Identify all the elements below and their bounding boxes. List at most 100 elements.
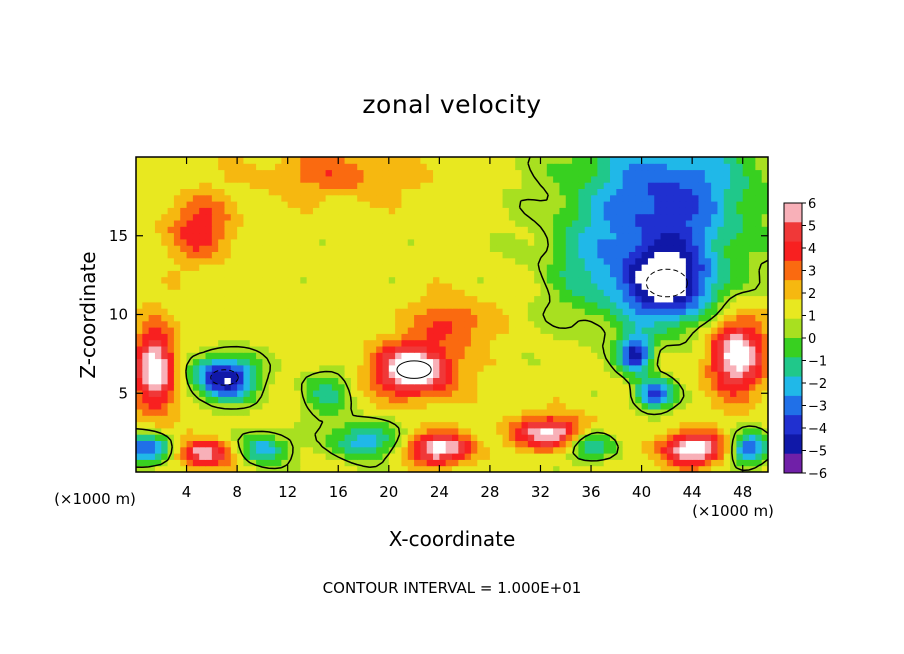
field-cell bbox=[192, 346, 200, 353]
field-cell bbox=[281, 415, 289, 423]
field-cell bbox=[483, 163, 491, 171]
field-cell bbox=[660, 465, 668, 473]
field-cell bbox=[622, 257, 630, 265]
field-cell bbox=[205, 213, 213, 221]
field-cell bbox=[616, 182, 624, 189]
field-cell bbox=[262, 163, 270, 171]
field-cell bbox=[458, 257, 466, 265]
field-cell bbox=[704, 352, 712, 360]
field-cell bbox=[591, 465, 598, 473]
field-cell bbox=[477, 283, 485, 290]
field-cell bbox=[218, 245, 225, 252]
field-cell bbox=[445, 232, 453, 240]
field-cell bbox=[199, 415, 207, 423]
field-cell bbox=[730, 194, 737, 202]
field-cell bbox=[180, 364, 188, 372]
field-cell bbox=[300, 339, 308, 347]
field-cell bbox=[502, 440, 510, 448]
field-cell bbox=[477, 245, 485, 252]
field-cell bbox=[540, 283, 548, 290]
field-cell bbox=[325, 220, 333, 227]
field-cell bbox=[698, 270, 706, 278]
field-cell bbox=[256, 251, 263, 259]
field-cell bbox=[508, 308, 516, 315]
field-cell bbox=[186, 327, 194, 334]
field-cell bbox=[679, 352, 687, 360]
field-cell bbox=[218, 339, 225, 347]
field-cell bbox=[546, 409, 554, 416]
field-cell bbox=[704, 339, 712, 347]
field-cell bbox=[717, 453, 725, 460]
field-cell bbox=[237, 346, 244, 353]
field-cell bbox=[350, 308, 358, 315]
field-cell bbox=[205, 188, 213, 196]
field-cell bbox=[698, 175, 706, 183]
field-cell bbox=[376, 276, 383, 284]
field-cell bbox=[489, 163, 497, 171]
field-cell bbox=[711, 465, 718, 473]
field-cell bbox=[673, 301, 681, 309]
field-cell bbox=[610, 276, 617, 284]
field-cell bbox=[483, 207, 491, 215]
field-cell bbox=[262, 213, 270, 221]
field-cell bbox=[749, 295, 756, 303]
field-cell bbox=[154, 257, 162, 265]
field-cell bbox=[243, 201, 251, 208]
field-cell bbox=[711, 245, 718, 252]
field-cell bbox=[357, 289, 365, 297]
field-cell bbox=[275, 220, 282, 227]
field-cell bbox=[717, 364, 725, 372]
field-cell bbox=[723, 415, 731, 423]
field-cell bbox=[136, 182, 143, 189]
field-cell bbox=[736, 352, 744, 360]
field-cell bbox=[761, 213, 769, 221]
field-cell bbox=[256, 238, 263, 246]
field-cell bbox=[628, 390, 636, 397]
field-cell bbox=[761, 301, 769, 309]
field-cell bbox=[711, 440, 718, 448]
field-cell bbox=[344, 371, 352, 378]
field-cell bbox=[167, 182, 175, 189]
field-cell bbox=[546, 182, 554, 189]
field-cell bbox=[218, 251, 225, 259]
field-cell bbox=[610, 264, 617, 271]
field-cell bbox=[186, 301, 194, 309]
field-cell bbox=[388, 415, 396, 423]
field-cell bbox=[224, 182, 232, 189]
field-cell bbox=[603, 257, 611, 265]
field-cell bbox=[199, 213, 207, 221]
field-cell bbox=[237, 251, 244, 259]
field-cell bbox=[452, 453, 459, 460]
field-cell bbox=[357, 245, 365, 252]
field-cell bbox=[591, 163, 598, 171]
field-cell bbox=[749, 390, 756, 397]
field-cell bbox=[464, 415, 472, 423]
field-cell bbox=[230, 289, 238, 297]
field-cell bbox=[673, 371, 681, 378]
field-cell bbox=[470, 320, 478, 328]
field-cell bbox=[452, 157, 459, 164]
field-cell bbox=[666, 377, 674, 385]
field-cell bbox=[148, 434, 156, 441]
field-cell bbox=[527, 453, 535, 460]
field-cell bbox=[230, 358, 238, 366]
field-cell bbox=[420, 377, 428, 385]
field-cell bbox=[445, 220, 453, 227]
field-cell bbox=[717, 320, 725, 328]
field-cell bbox=[635, 453, 643, 460]
field-cell bbox=[205, 364, 213, 372]
field-cell bbox=[420, 213, 428, 221]
field-cell bbox=[148, 213, 156, 221]
field-cell bbox=[376, 320, 383, 328]
field-cell bbox=[635, 390, 643, 397]
field-cell bbox=[312, 371, 320, 378]
field-cell bbox=[736, 175, 744, 183]
field-cell bbox=[300, 434, 308, 441]
field-cell bbox=[414, 402, 421, 410]
field-cell bbox=[192, 358, 200, 366]
field-cell bbox=[666, 421, 674, 429]
field-cell bbox=[325, 283, 333, 290]
field-cell bbox=[300, 327, 308, 334]
field-cell bbox=[553, 371, 560, 378]
field-cell bbox=[287, 220, 295, 227]
